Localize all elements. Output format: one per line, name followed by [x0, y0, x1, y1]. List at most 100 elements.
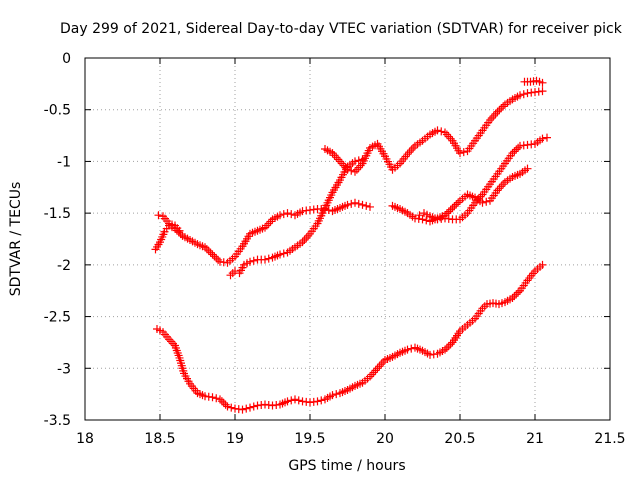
data-point-plus-marker: [302, 233, 311, 242]
data-point-plus-marker: [175, 226, 184, 235]
data-point-plus-marker: [343, 165, 352, 174]
data-series: [151, 198, 374, 267]
data-point-plus-marker: [291, 395, 299, 404]
data-point-plus-marker: [352, 165, 361, 174]
data-series: [153, 260, 547, 414]
data-point-plus-marker: [242, 404, 251, 413]
data-point-plus-marker: [336, 157, 344, 166]
data-point-plus-marker: [208, 393, 217, 402]
data-point-plus-marker: [369, 368, 378, 377]
data-series: [415, 133, 551, 224]
data-point-plus-marker: [294, 396, 303, 405]
data-point-plus-marker: [231, 267, 239, 276]
data-point-plus-marker: [405, 148, 414, 157]
data-point-plus-marker: [246, 403, 254, 412]
data-point-plus-marker: [441, 345, 449, 354]
data-point-plus-marker: [167, 337, 175, 346]
data-point-plus-marker: [328, 391, 337, 400]
y-tick-label: -0.5: [44, 103, 71, 119]
x-tick-label: 19.5: [294, 431, 325, 447]
data-point-plus-marker: [358, 200, 367, 209]
data-point-plus-marker: [512, 145, 521, 154]
y-tick-label: 0: [62, 51, 71, 67]
x-tick-label: 20.5: [444, 431, 475, 447]
data-point-plus-marker: [514, 288, 523, 297]
data-point-plus-marker: [516, 91, 524, 100]
data-point-plus-marker: [407, 146, 416, 155]
data-point-plus-marker: [317, 396, 326, 405]
data-point-plus-marker: [508, 293, 517, 302]
data-point-plus-marker: [332, 390, 341, 399]
y-tick-label: -1.5: [44, 206, 71, 222]
data-point-plus-marker: [362, 201, 371, 210]
data-point-plus-marker: [174, 228, 183, 237]
data-point-plus-marker: [347, 166, 356, 175]
data-series: [388, 164, 532, 226]
data-point-plus-marker: [415, 211, 424, 220]
data-point-plus-marker: [499, 102, 508, 111]
data-point-plus-marker: [354, 199, 363, 208]
data-point-plus-marker: [375, 362, 384, 371]
data-point-plus-marker: [444, 207, 453, 216]
data-point-plus-marker: [313, 397, 322, 406]
data-point-plus-marker: [510, 292, 519, 301]
data-point-plus-marker: [347, 199, 356, 208]
data-point-plus-marker: [538, 134, 547, 143]
x-tick-label: 18.5: [144, 431, 175, 447]
data-point-plus-marker: [223, 402, 232, 411]
data-series: [154, 211, 184, 235]
x-axis-label: GPS time / hours: [288, 458, 405, 474]
data-point-plus-marker: [444, 132, 453, 141]
x-tick-label: 20: [376, 431, 394, 447]
x-tick-label: 21: [526, 431, 544, 447]
data-point-plus-marker: [217, 397, 226, 406]
data-point-plus-marker: [497, 182, 506, 191]
plot-frame: [84, 57, 611, 421]
data-point-plus-marker: [351, 167, 359, 176]
data-point-plus-marker: [442, 343, 451, 352]
data-point-plus-marker: [276, 211, 284, 220]
y-tick-label: -2.5: [44, 310, 71, 326]
data-points: [151, 76, 551, 414]
data-point-plus-marker: [442, 209, 451, 218]
data-series: [226, 155, 367, 280]
data-point-plus-marker: [446, 340, 455, 349]
data-point-plus-marker: [206, 248, 215, 257]
data-point-plus-marker: [249, 402, 258, 411]
data-point-plus-marker: [249, 256, 258, 265]
data-point-plus-marker: [497, 104, 506, 113]
data-point-plus-marker: [283, 397, 292, 406]
data-point-plus-marker: [266, 217, 275, 226]
data-point-plus-marker: [201, 243, 209, 252]
data-point-plus-marker: [433, 126, 442, 135]
x-tick-label: 21.5: [594, 431, 625, 447]
data-point-plus-marker: [202, 245, 211, 254]
data-point-plus-marker: [403, 345, 412, 354]
data-point-plus-marker: [519, 90, 528, 99]
data-point-plus-marker: [491, 109, 500, 118]
data-point-plus-marker: [154, 211, 163, 220]
y-axis-label: SDTVAR / TECUs: [8, 182, 24, 297]
data-point-plus-marker: [514, 143, 523, 152]
data-point-plus-marker: [334, 155, 343, 164]
data-point-plus-marker: [219, 398, 228, 407]
data-point-plus-marker: [283, 209, 292, 218]
data-point-plus-marker: [409, 143, 418, 152]
data-point-plus-marker: [221, 400, 230, 409]
data-point-plus-marker: [448, 203, 457, 212]
data-point-plus-marker: [444, 342, 453, 351]
data-point-plus-marker: [538, 78, 547, 87]
data-point-plus-marker: [366, 202, 374, 211]
data-point-plus-marker: [279, 210, 288, 219]
data-point-plus-marker: [459, 148, 468, 157]
data-point-plus-marker: [264, 219, 273, 228]
data-point-plus-marker: [208, 250, 217, 259]
data-point-plus-marker: [330, 151, 339, 160]
data-point-plus-marker: [214, 255, 223, 264]
data-point-plus-marker: [456, 149, 464, 158]
data-point-plus-marker: [332, 153, 341, 162]
data-point-plus-marker: [499, 180, 508, 189]
data-point-plus-marker: [489, 111, 498, 120]
data-point-plus-marker: [450, 202, 459, 211]
